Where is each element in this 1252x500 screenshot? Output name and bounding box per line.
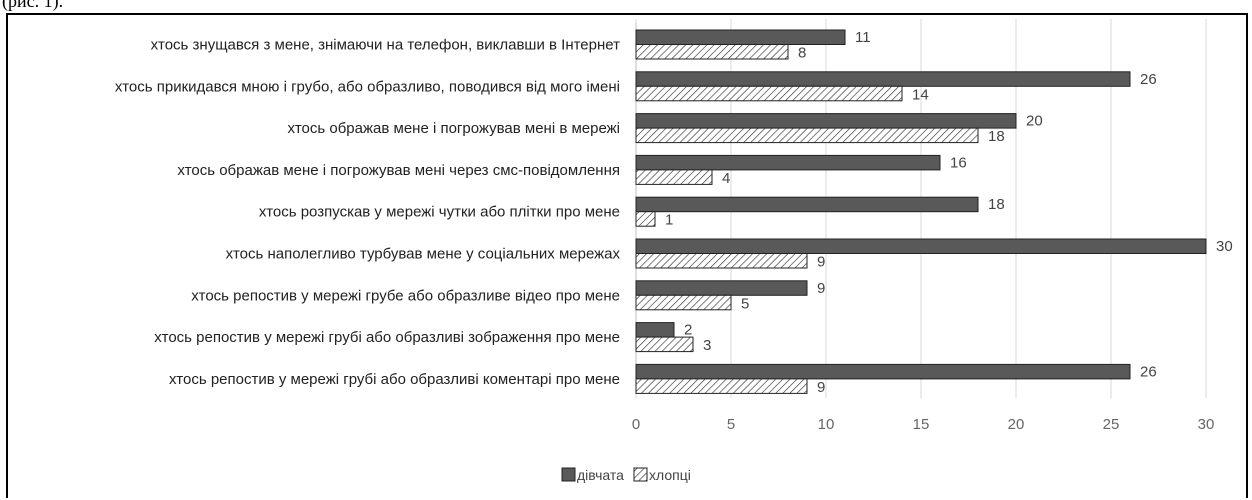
value-label-divchata: 18	[988, 196, 1005, 213]
x-tick-label: 30	[1198, 416, 1215, 433]
legend-swatch-khloptsi	[633, 467, 648, 482]
value-label-khloptsi: 18	[988, 128, 1005, 145]
value-label-khloptsi: 9	[817, 379, 825, 396]
value-label-divchata: 2	[684, 322, 692, 339]
x-tick-label: 25	[1103, 416, 1120, 433]
category-label: хтось репостив у мережі грубі або образл…	[169, 371, 620, 388]
category-label: хтось ображав мене і погрожував мені в м…	[288, 120, 620, 137]
value-label-divchata: 9	[817, 280, 825, 297]
bar-khloptsi	[635, 378, 808, 394]
bar-divchata	[635, 363, 1131, 380]
bar-divchata	[635, 322, 675, 338]
category-label: хтось розпускав у мережі чутки або плітк…	[259, 204, 620, 221]
bars	[635, 29, 1207, 394]
category-label: хтось репостив у мережі грубі або образл…	[154, 329, 620, 346]
x-tick-label: 10	[818, 416, 835, 433]
category-label: хтось знущався з мене, знімаючи на телеф…	[151, 37, 620, 54]
x-tick-label: 15	[913, 416, 930, 433]
category-labels: хтось знущався з мене, знімаючи на телеф…	[115, 37, 621, 388]
legend-swatch-divchata	[561, 467, 576, 482]
chart-frame: хтось знущався з мене, знімаючи на телеф…	[6, 13, 1248, 498]
bar-divchata	[635, 154, 941, 171]
bar-khloptsi	[635, 336, 694, 353]
bar-khloptsi	[635, 85, 903, 102]
bar-divchata	[635, 29, 846, 45]
value-label-divchata: 20	[1026, 113, 1043, 130]
value-label-khloptsi: 9	[817, 254, 825, 271]
bar-divchata	[635, 196, 979, 213]
value-label-khloptsi: 4	[722, 170, 730, 187]
category-label: хтось наполегливо турбував мене у соціал…	[226, 246, 621, 263]
bar-divchata	[635, 113, 1017, 129]
bar-khloptsi	[635, 169, 713, 185]
value-label-khloptsi: 14	[912, 86, 929, 103]
bar-khloptsi	[635, 44, 789, 60]
bar-khloptsi	[635, 127, 979, 144]
bar-divchata	[635, 71, 1131, 87]
bar-khloptsi	[635, 211, 656, 227]
value-label-khloptsi: 3	[703, 337, 711, 354]
value-labels: 11 8 26 14 20 18 16 4 18 1 30 9 9 5 23 26 9	[665, 29, 1233, 396]
value-label-khloptsi: 5	[741, 295, 749, 312]
bar-khloptsi	[635, 253, 808, 269]
x-axis-ticks: 0 5 10 15 20 25 30	[632, 416, 1215, 433]
legend: дівчата хлопці	[561, 467, 691, 483]
category-label: хтось ображав мене і погрожував мені чер…	[177, 162, 620, 179]
bar-khloptsi	[635, 294, 732, 311]
x-tick-label: 5	[727, 416, 735, 433]
bar-divchata	[635, 238, 1207, 254]
value-label-divchata: 16	[950, 154, 967, 171]
value-label-divchata: 30	[1216, 238, 1233, 255]
category-label: хтось прикидався мною і грубо, або образ…	[115, 78, 620, 95]
category-label: хтось репостив у мережі грубе або образл…	[191, 287, 620, 304]
value-label-divchata: 26	[1140, 71, 1157, 88]
x-tick-label: 20	[1008, 416, 1025, 433]
value-label-khloptsi: 8	[798, 45, 806, 62]
bar-divchata	[635, 280, 808, 296]
legend-label-khloptsi: хлопці	[649, 467, 691, 483]
bar-chart: хтось знущався з мене, знімаючи на телеф…	[115, 19, 1233, 483]
value-label-khloptsi: 1	[665, 212, 673, 229]
legend-label-divchata: дівчата	[577, 467, 624, 483]
x-tick-label: 0	[632, 416, 640, 433]
value-label-divchata: 11	[855, 29, 871, 46]
figure-caption: (рис. 1).	[2, 0, 64, 11]
value-label-divchata: 26	[1140, 363, 1157, 380]
